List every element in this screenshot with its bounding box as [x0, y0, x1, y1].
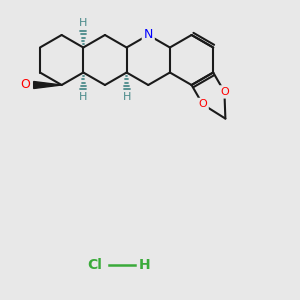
Text: H: H — [139, 258, 151, 272]
Text: H: H — [122, 92, 131, 103]
Text: O: O — [21, 79, 31, 92]
Polygon shape — [34, 82, 62, 88]
Text: O: O — [220, 87, 229, 97]
Text: N: N — [144, 28, 153, 41]
Text: Cl: Cl — [88, 258, 102, 272]
Text: O: O — [198, 99, 207, 110]
Text: H: H — [79, 92, 88, 103]
Text: H: H — [79, 17, 88, 28]
